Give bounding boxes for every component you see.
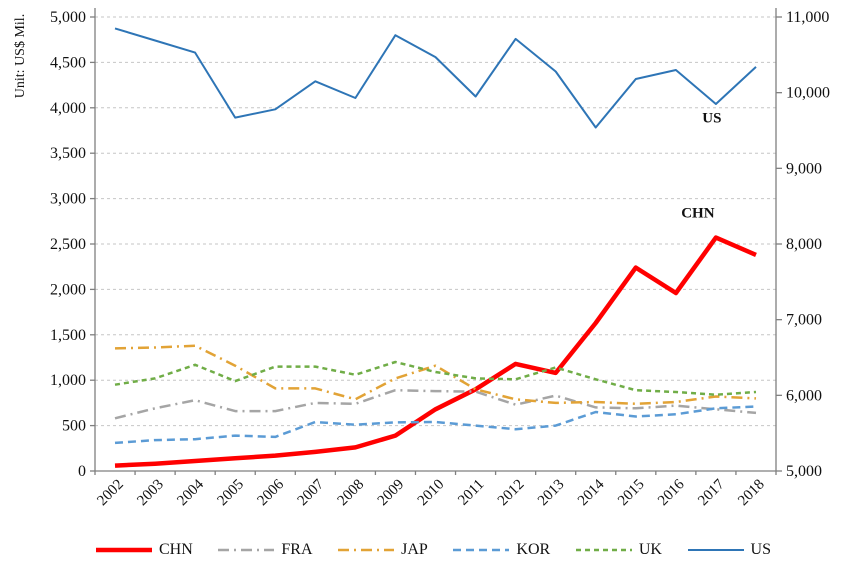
svg-text:2007: 2007 [295,476,328,509]
svg-text:2017: 2017 [695,476,728,509]
series-fra-line [114,388,757,420]
svg-text:2013: 2013 [535,477,568,510]
annotations: US CHN [681,110,721,221]
svg-text:2004: 2004 [174,476,207,509]
legend-line-sample-fra [218,548,275,552]
legend-item-uk: UK [575,542,662,558]
legend-label: JAP [401,541,428,558]
legend-item-chn: CHN [95,542,193,558]
svg-text:2008: 2008 [335,477,368,510]
svg-text:4,000: 4,000 [50,100,86,117]
series-uk-line [114,360,757,396]
legend-label: CHN [159,541,193,558]
svg-text:2012: 2012 [495,477,528,510]
series-kor-line [114,405,757,445]
legend-line-sample-jap [338,548,395,552]
legend-label: US [750,541,771,558]
svg-text:2006: 2006 [255,476,288,509]
svg-text:2003: 2003 [134,477,167,510]
legend-item-kor: KOR [452,542,550,558]
svg-text:2016: 2016 [655,476,688,509]
svg-text:1,500: 1,500 [50,327,86,344]
svg-text:2005: 2005 [215,477,248,510]
svg-text:2010: 2010 [415,477,448,510]
svg-text:6,000: 6,000 [786,387,822,404]
legend-line-sample-chn [96,547,152,553]
y-axis-title: Unit: US$ Mil. [13,13,28,99]
svg-text:3,500: 3,500 [50,145,86,162]
svg-text:0: 0 [78,463,86,480]
legend-item-jap: JAP [337,542,428,558]
svg-text:11,000: 11,000 [786,9,829,26]
svg-text:2002: 2002 [94,477,127,510]
legend-label: FRA [281,541,313,558]
legend-line-sample-kor [453,548,510,552]
svg-text:500: 500 [62,418,86,435]
annotation-us: US [702,110,721,126]
svg-text:2011: 2011 [455,477,487,509]
legend-item-us: US [687,542,771,558]
svg-text:2015: 2015 [615,477,648,510]
x-axis-labels: 2002 2003 2004 2005 2006 2007 2008 2009 2010 2011… [94,476,767,509]
svg-text:3,000: 3,000 [50,191,86,208]
svg-text:10,000: 10,000 [786,85,830,102]
annotation-chn: CHN [681,206,715,222]
x-axis-ticks [94,471,777,475]
svg-text:7,000: 7,000 [786,312,822,329]
series-jap-line [114,344,757,406]
axes [94,8,777,472]
legend-line-sample-uk [575,548,632,552]
svg-text:2018: 2018 [735,477,768,510]
svg-text:2014: 2014 [575,476,608,509]
left-axis-ticks: 0 500 1,000 1,500 2,000 2,500 3,000 3,500 4,000 4… [50,9,95,480]
svg-text:2,500: 2,500 [50,236,86,253]
svg-text:9,000: 9,000 [786,160,822,177]
chart-legend: CHN FRA JAP KOR UK US [95,537,771,563]
svg-text:5,000: 5,000 [50,9,86,26]
right-axis-ticks: 5,000 6,000 7,000 8,000 9,000 10,000 11,000 [776,9,830,480]
legend-label: UK [638,541,662,558]
legend-line-sample-us [687,549,744,551]
series-chn-line [114,235,757,468]
legend-item-fra: FRA [217,541,313,558]
series-us-line [114,27,757,129]
svg-text:5,000: 5,000 [786,463,822,480]
svg-text:2,000: 2,000 [50,281,86,298]
svg-text:8,000: 8,000 [786,236,822,253]
svg-text:4,500: 4,500 [50,54,86,71]
legend-label: KOR [516,541,551,558]
svg-text:2009: 2009 [375,477,408,510]
svg-text:1,000: 1,000 [50,372,86,389]
